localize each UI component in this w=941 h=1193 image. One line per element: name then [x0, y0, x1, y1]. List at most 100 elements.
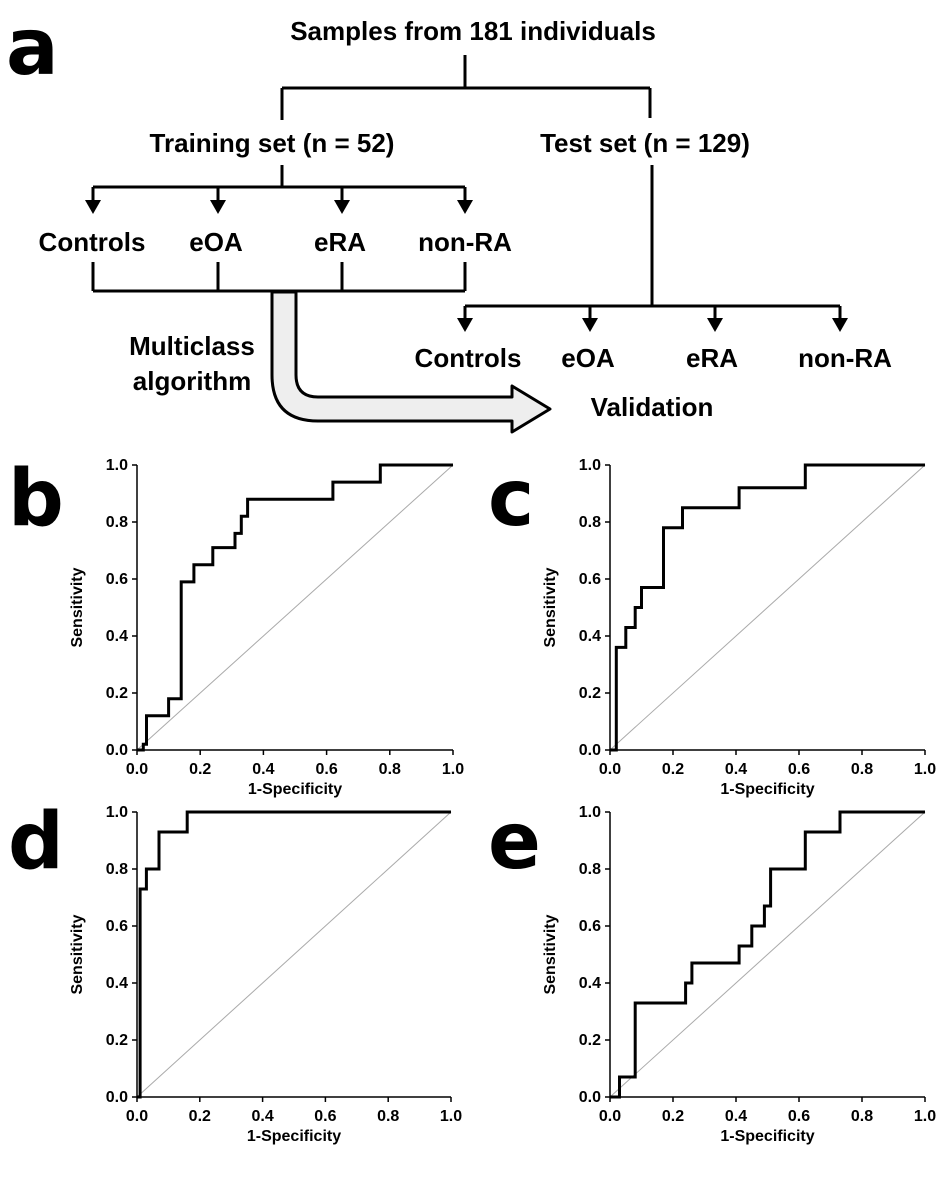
validation-label: Validation [591, 392, 714, 422]
x-tick-label: 0.8 [851, 761, 873, 778]
algorithm-label-line2: algorithm [133, 366, 251, 396]
y-tick-label: 0.6 [579, 918, 601, 935]
x-tick-label: 0.6 [788, 1108, 810, 1125]
x-tick-label: 0.2 [189, 761, 211, 778]
training-group-era: eRA [314, 227, 366, 257]
y-tick-label: 0.8 [579, 514, 601, 531]
roc-curve [137, 810, 451, 1099]
x-tick-label: 0.6 [788, 761, 810, 778]
training-group-eoa: eOA [189, 227, 243, 257]
panel-c: c 0.0 0.2 0.4 0.6 0.8 1.0 0.0 0.2 0.4 0.6 0.8 1.0 1-… [488, 454, 936, 798]
x-tick-label: 0.2 [662, 1108, 684, 1125]
arrowhead [457, 200, 473, 214]
y-tick-label: 0.0 [106, 742, 128, 759]
y-tick-label: 0.8 [106, 514, 128, 531]
roc-curve [610, 463, 925, 752]
arrowhead [457, 318, 473, 332]
y-tick-label: 0.4 [579, 975, 601, 992]
algorithm-label-line1: Multiclass [129, 331, 255, 361]
test-group-eoa: eOA [561, 343, 615, 373]
training-node: Training set (n = 52) [150, 128, 395, 158]
x-tick-label: 1.0 [914, 761, 936, 778]
x-tick-label: 1.0 [914, 1108, 936, 1125]
training-connector [91, 165, 467, 202]
root-node: Samples from 181 individuals [290, 16, 656, 46]
y-tick-label: 0.2 [579, 1032, 601, 1049]
chance-diagonal [609, 811, 926, 1098]
y-tick-label: 0.0 [106, 1089, 128, 1106]
y-tick-label: 0.2 [579, 685, 601, 702]
x-tick-label: 0.0 [126, 761, 148, 778]
y-tick-label: 1.0 [106, 804, 128, 821]
x-tick-label: 0.4 [725, 761, 747, 778]
test-group-era: eRA [686, 343, 738, 373]
root-connector [280, 55, 652, 120]
chance-diagonal [136, 464, 454, 751]
x-tick-label: 0.0 [599, 1108, 621, 1125]
y-tick-label: 1.0 [579, 804, 601, 821]
y-axis-label: Sensitivity [69, 914, 86, 994]
panel-letter-c: c [488, 454, 534, 544]
x-tick-label: 0.8 [377, 1108, 399, 1125]
y-tick-label: 0.6 [106, 918, 128, 935]
x-axis-label: 1-Specificity [247, 1128, 341, 1145]
training-group-non-ra: non-RA [418, 227, 512, 257]
arrowhead [85, 200, 101, 214]
y-tick-label: 0.6 [579, 571, 601, 588]
y-tick-label: 0.8 [106, 861, 128, 878]
arrowhead [210, 200, 226, 214]
x-tick-label: 1.0 [440, 1108, 462, 1125]
panel-letter-e: e [488, 797, 541, 887]
algorithm-arrow [270, 290, 552, 434]
x-tick-label: 0.8 [379, 761, 401, 778]
y-tick-label: 0.0 [579, 742, 601, 759]
y-tick-label: 0.2 [106, 1032, 128, 1049]
y-axis-label: Sensitivity [542, 914, 559, 994]
arrowhead [832, 318, 848, 332]
training-group-controls: Controls [39, 227, 146, 257]
roc-curve [137, 463, 453, 752]
x-tick-label: 0.6 [314, 1108, 336, 1125]
panel-letter-d: d [8, 797, 64, 887]
y-tick-label: 1.0 [579, 457, 601, 474]
panel-a: a Samples from 181 individuals Training … [6, 3, 892, 434]
x-tick-label: 0.0 [599, 761, 621, 778]
x-tick-label: 0.4 [725, 1108, 747, 1125]
x-tick-label: 0.4 [252, 761, 274, 778]
arrowhead [707, 318, 723, 332]
training-merge-connector [91, 262, 467, 293]
y-tick-label: 0.4 [106, 975, 128, 992]
x-tick-label: 0.0 [126, 1108, 148, 1125]
x-tick-label: 0.2 [662, 761, 684, 778]
panel-letter-a: a [6, 3, 59, 93]
arrowhead [582, 318, 598, 332]
y-axis-label: Sensitivity [542, 567, 559, 647]
x-tick-label: 0.4 [251, 1108, 273, 1125]
chance-diagonal [136, 811, 452, 1098]
x-tick-label: 1.0 [442, 761, 464, 778]
y-tick-label: 0.8 [579, 861, 601, 878]
y-tick-label: 0.4 [106, 628, 128, 645]
x-axis-label: 1-Specificity [720, 781, 814, 798]
y-axis-label: Sensitivity [69, 567, 86, 647]
y-tick-label: 0.6 [106, 571, 128, 588]
x-tick-label: 0.2 [189, 1108, 211, 1125]
chance-diagonal [609, 464, 926, 751]
roc-curve [610, 810, 925, 1099]
y-tick-label: 0.4 [579, 628, 601, 645]
panel-b: b 0.0 0.2 0.4 0.6 0.8 1.0 0.0 0.2 0.4 0.6 0.8 1.0 1-… [8, 454, 464, 798]
y-tick-label: 0.0 [579, 1089, 601, 1106]
arrowhead [334, 200, 350, 214]
panel-letter-b: b [8, 454, 64, 544]
test-group-controls: Controls [415, 343, 522, 373]
test-connector [463, 165, 842, 320]
x-axis-label: 1-Specificity [248, 781, 342, 798]
test-group-non-ra: non-RA [798, 343, 892, 373]
y-tick-label: 1.0 [106, 457, 128, 474]
x-tick-label: 0.8 [851, 1108, 873, 1125]
x-tick-label: 0.6 [315, 761, 337, 778]
test-node: Test set (n = 129) [540, 128, 750, 158]
panel-e: e 0.0 0.2 0.4 0.6 0.8 1.0 0.0 0.2 0.4 0.6 0.8 1.0 1-… [488, 797, 936, 1145]
x-axis-label: 1-Specificity [720, 1128, 814, 1145]
